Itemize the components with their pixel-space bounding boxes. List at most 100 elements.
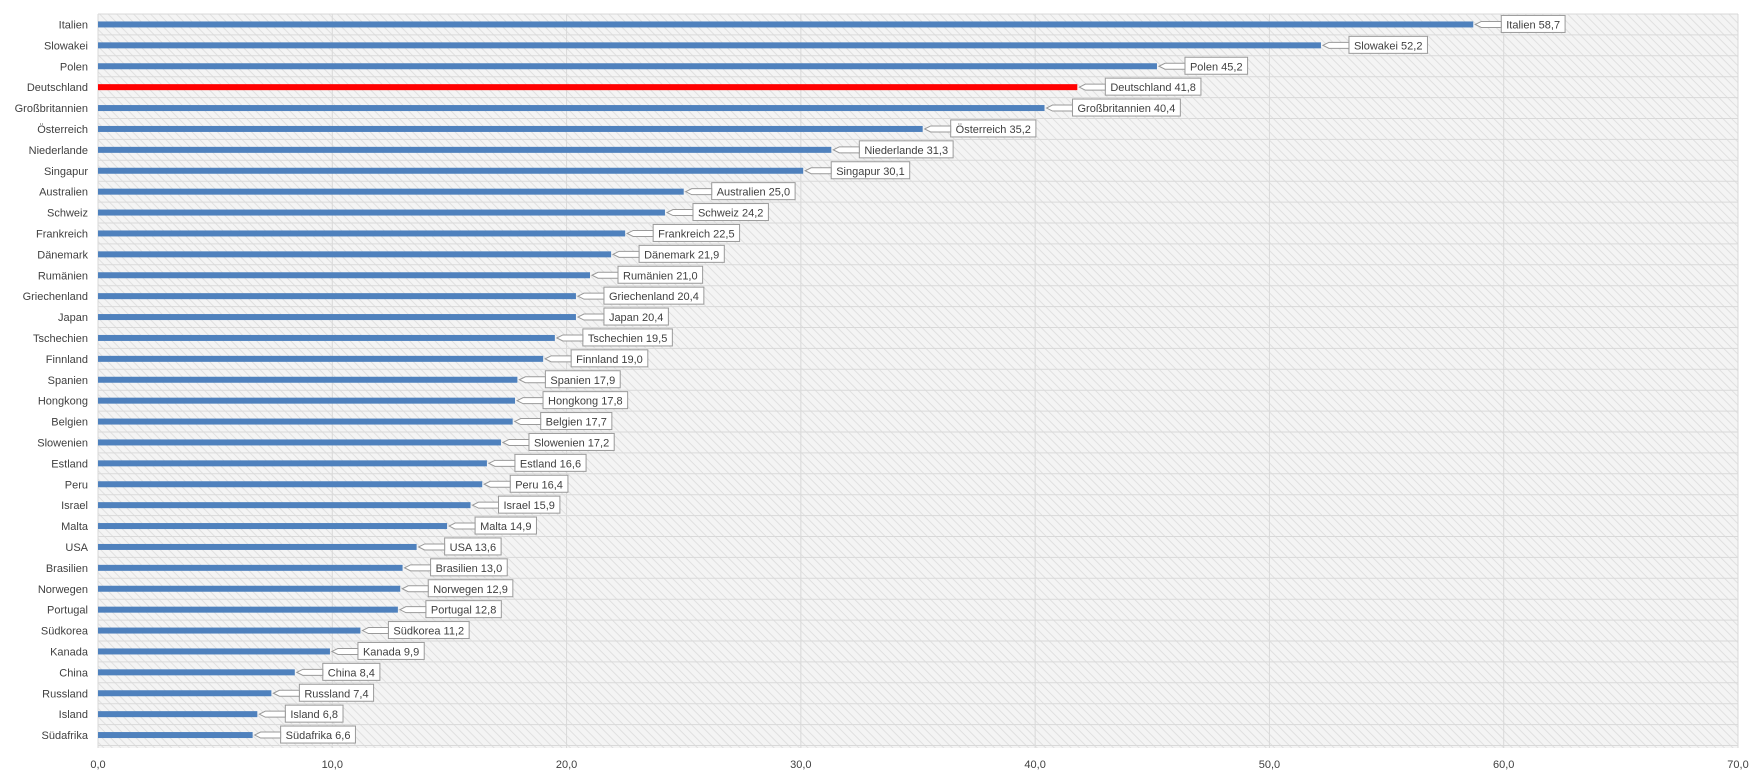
bar-30 [98, 648, 330, 655]
data-label-leader [515, 397, 544, 405]
data-label-leader [471, 501, 500, 509]
data-label-10: Frankreich 22,5 [626, 223, 741, 242]
x-tick-label: 10,0 [322, 759, 343, 771]
data-label-leader [1045, 104, 1074, 112]
data-label-leader [487, 459, 516, 467]
bar-4 [98, 105, 1045, 112]
data-label-leader [403, 564, 432, 572]
data-label-text: Estland 16,6 [520, 458, 581, 470]
data-label-text: Südkorea 11,2 [393, 626, 464, 638]
data-label-9: Schweiz 24,2 [665, 203, 769, 222]
category-label: USA [65, 542, 88, 554]
data-label-leader [272, 689, 300, 697]
x-tick-label: 30,0 [790, 759, 811, 771]
data-label-15: Tschechien 19,5 [555, 328, 673, 347]
data-label-12: Rumänien 21,0 [590, 265, 704, 284]
data-label-leader [447, 522, 476, 530]
data-label-leader [576, 292, 605, 300]
data-label-text: Norwegen 12,9 [433, 584, 508, 596]
data-label-leader [1078, 83, 1106, 91]
data-label-23: Israel 15,9 [471, 495, 561, 514]
category-label: Tschechien [33, 333, 88, 345]
data-label-leader [513, 418, 542, 426]
bar-29 [98, 627, 361, 634]
data-label-32: Russland 7,4 [272, 683, 375, 702]
x-tick-label: 60,0 [1493, 759, 1514, 771]
category-label: Japan [58, 312, 88, 324]
category-label: Großbritannien [15, 103, 88, 115]
data-label-18: Hongkong 17,8 [515, 391, 629, 410]
data-label-leader [832, 146, 860, 154]
bar-23 [98, 502, 471, 509]
data-label-leader [923, 125, 952, 133]
data-label-leader [483, 480, 511, 488]
bar-12 [98, 272, 590, 279]
data-label-leader [401, 585, 429, 593]
bar-2 [98, 63, 1157, 70]
data-label-text: Finnland 19,0 [576, 354, 643, 366]
bar-22 [98, 481, 483, 488]
data-label-leader [295, 668, 324, 676]
data-label-13: Griechenland 20,4 [576, 286, 705, 305]
data-label-text: Italien 58,7 [1506, 19, 1560, 31]
category-axis: Italien Slowakei Polen Deutschland Großbrita… [15, 19, 89, 742]
data-label-text: Japan 20,4 [609, 312, 663, 324]
bar-33 [98, 711, 258, 718]
data-label-text: Belgien 17,7 [546, 417, 607, 429]
category-label: Frankreich [36, 228, 88, 240]
data-label-leader [1474, 20, 1502, 28]
data-label-3: Deutschland 41,8 [1078, 77, 1202, 96]
data-label-leader [555, 334, 584, 342]
data-label-text: Slowakei 52,2 [1354, 40, 1423, 52]
data-label-text: Niederlande 31,3 [864, 145, 948, 157]
category-label: Niederlande [29, 145, 88, 157]
data-label-text: Großbritannien 40,4 [1078, 103, 1176, 115]
data-label-19: Belgien 17,7 [513, 412, 613, 431]
data-label-text: Tschechien 19,5 [588, 333, 668, 345]
bar-34 [98, 732, 253, 739]
data-label-text: Griechenland 20,4 [609, 291, 699, 303]
category-label: Griechenland [23, 291, 88, 303]
x-tick-label: 20,0 [556, 759, 577, 771]
category-label: Russland [42, 688, 88, 700]
x-tick-label: 70,0 [1727, 759, 1748, 771]
data-label-2: Polen 45,2 [1157, 56, 1249, 75]
data-label-22: Peru 16,4 [483, 474, 569, 493]
data-label-leader [398, 606, 427, 614]
category-label: Finnland [46, 354, 88, 366]
bar-18 [98, 397, 516, 404]
data-label-6: Niederlande 31,3 [832, 140, 954, 159]
data-label-7: Singapur 30,1 [804, 161, 911, 180]
data-label-5: Österreich 35,2 [923, 119, 1037, 138]
bar-25 [98, 543, 417, 550]
data-label-text: Singapur 30,1 [836, 166, 905, 178]
category-label: Island [59, 709, 88, 721]
category-label: Polen [60, 61, 88, 73]
data-label-leader [626, 229, 654, 237]
data-label-text: Rumänien 21,0 [623, 270, 698, 282]
bar-10 [98, 230, 626, 237]
category-label: Belgien [51, 417, 88, 429]
data-label-text: Island 6,8 [290, 709, 338, 721]
data-label-0: Italien 58,7 [1474, 14, 1566, 33]
category-label: Slowenien [37, 437, 88, 449]
category-label: Schweiz [47, 208, 88, 220]
data-label-24: Malta 14,9 [447, 516, 537, 535]
data-label-text: Frankreich 22,5 [658, 228, 734, 240]
gridlines [97, 13, 1739, 748]
category-label: Italien [59, 19, 88, 31]
bar-8 [98, 188, 684, 195]
data-label-31: China 8,4 [295, 662, 381, 681]
data-label-leader [611, 250, 640, 258]
category-label: Rumänien [38, 270, 88, 282]
bar-16 [98, 355, 544, 362]
data-labels: Italien 58,7 Slowakei 52,2 Polen 45,2 Deuts… [253, 14, 1566, 744]
data-label-27: Norwegen 12,9 [401, 579, 514, 598]
category-label: Kanada [50, 646, 89, 658]
data-label-text: Brasilien 13,0 [436, 563, 503, 575]
data-label-leader [258, 710, 286, 718]
category-label: Slowakei [44, 40, 88, 52]
data-label-text: Deutschland 41,8 [1110, 82, 1196, 94]
bar-3 [98, 84, 1078, 91]
